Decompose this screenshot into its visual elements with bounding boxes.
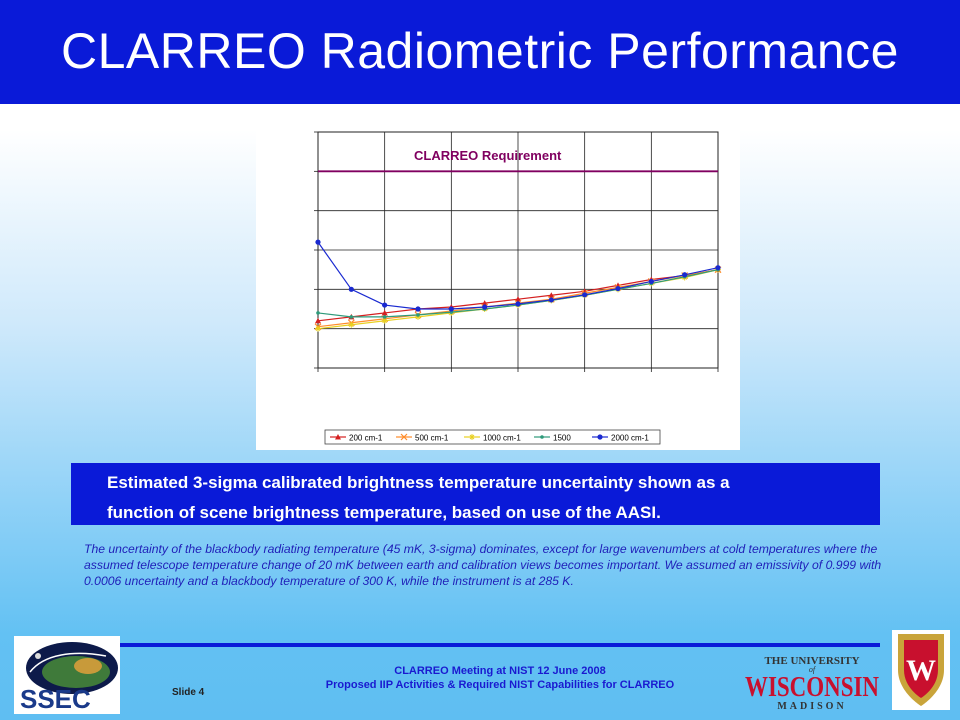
series-marker <box>515 301 521 307</box>
series-marker <box>381 309 388 316</box>
series-marker <box>548 297 554 303</box>
series-marker <box>315 317 321 324</box>
series-marker <box>415 313 421 320</box>
footer-meeting: CLARREO Meeting at NIST 12 June 2008 <box>394 665 606 677</box>
series-marker <box>381 317 388 324</box>
legend-label: 200 cm-1 <box>349 434 383 443</box>
chart-legend: 200 cm-1 500 cm-1 1000 cm-1 1500 2000 cm-1 <box>324 429 661 445</box>
footer-rule <box>120 643 880 647</box>
ssec-logo: SSEC <box>14 636 120 714</box>
series-marker <box>582 292 588 298</box>
title-bar: CLARREO Radiometric Performance <box>0 0 960 104</box>
series-marker <box>715 265 721 271</box>
legend-label: 1500 <box>553 434 571 443</box>
series-marker <box>400 433 408 441</box>
series-marker <box>481 300 488 306</box>
legend-box <box>324 429 661 445</box>
series-marker <box>648 278 654 285</box>
chart-series <box>314 239 722 332</box>
series-marker <box>382 302 388 308</box>
series-marker <box>482 304 488 310</box>
caption-box: Estimated 3-sigma calibrated brightness … <box>71 463 880 525</box>
series-marker <box>348 286 354 292</box>
series-marker <box>548 292 555 298</box>
ssec-logo-text: SSEC <box>20 684 91 714</box>
caption-line-1: Estimated 3-sigma calibrated brightness … <box>107 473 730 492</box>
series-marker <box>316 311 320 315</box>
uw-wisconsin: WISCONSIN <box>745 672 879 703</box>
legend-label: 1000 cm-1 <box>483 434 521 443</box>
series-marker <box>335 434 341 440</box>
uw-of: of <box>809 665 817 674</box>
series-2000-cm-1 <box>315 239 721 312</box>
slide-title: CLARREO Radiometric Performance <box>61 23 899 79</box>
legend-label: 2000 cm-1 <box>611 434 649 443</box>
uw-crest: W <box>892 630 950 710</box>
series-marker <box>469 434 475 440</box>
uncertainty-chart: CLARREO Requirement 200 cm-1 500 cm-1 1000… <box>314 131 722 445</box>
series-marker <box>597 434 603 440</box>
uw-the-university: THE UNIVERSITY <box>764 655 859 667</box>
series-marker <box>416 313 420 317</box>
series-marker <box>315 239 321 245</box>
caption-line-2: function of scene brightness temperature… <box>107 503 661 522</box>
chart-grid <box>314 131 719 372</box>
uw-crest-letter: W <box>906 654 936 687</box>
uw-wordmark: THE UNIVERSITY of WISCONSIN MADISON <box>745 655 879 712</box>
series-marker <box>615 285 621 292</box>
plot-frame <box>317 131 719 369</box>
series-marker <box>515 296 521 302</box>
legend-label: 500 cm-1 <box>415 434 449 443</box>
explanatory-note: The uncertainty of the blackbody radiati… <box>84 542 882 588</box>
slide-number: Slide 4 <box>172 687 205 698</box>
series-marker <box>315 325 321 332</box>
series-marker <box>348 321 355 328</box>
plot-border <box>317 131 719 369</box>
series-marker <box>448 306 454 312</box>
series-marker <box>540 435 544 439</box>
uw-madison: MADISON <box>777 701 846 712</box>
series-marker <box>382 315 387 319</box>
series-marker <box>415 306 421 312</box>
series-marker <box>682 272 688 278</box>
chart-panel: CLARREO Requirement 200 cm-1 500 cm-1 1000… <box>256 120 740 450</box>
footer-subtitle: Proposed IIP Activities & Required NIST … <box>325 679 675 691</box>
series-marker <box>349 315 354 319</box>
requirement-label: CLARREO Requirement <box>414 148 562 163</box>
